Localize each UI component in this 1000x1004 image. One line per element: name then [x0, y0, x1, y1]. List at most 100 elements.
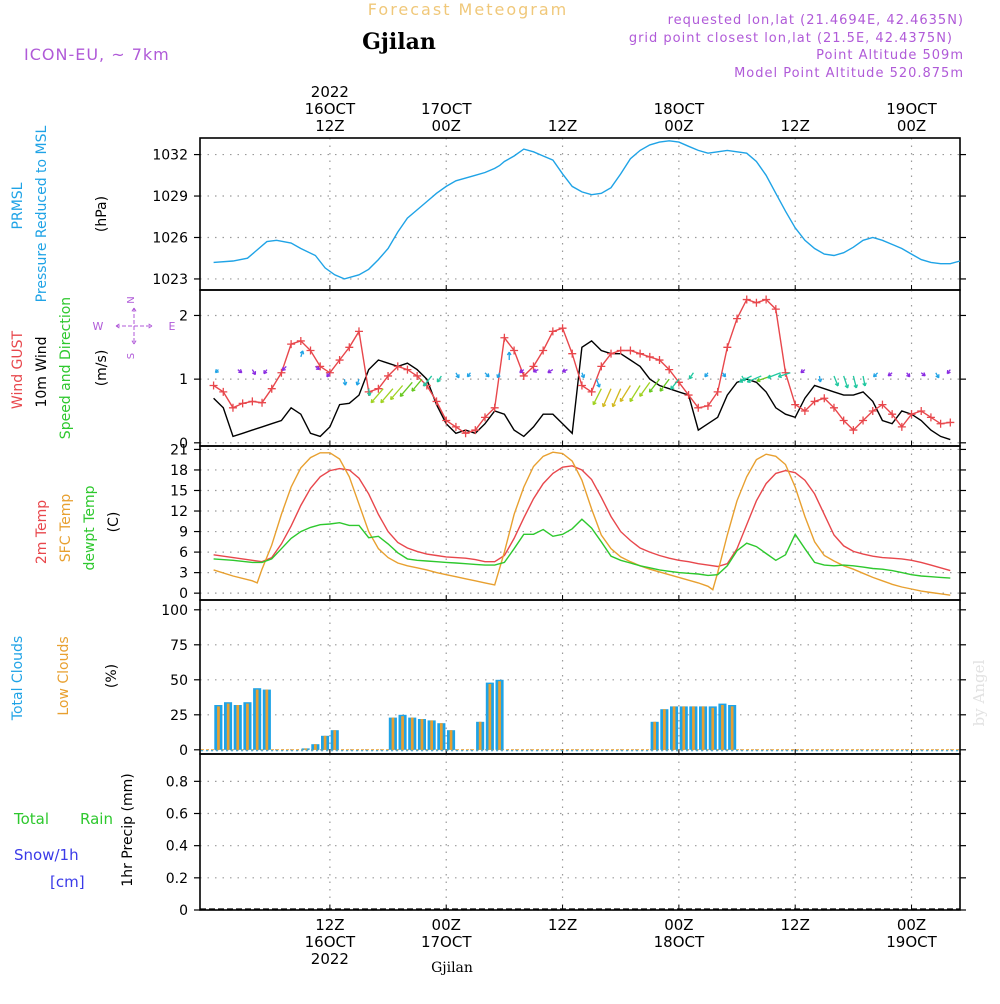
- wind-gust-marker: [413, 371, 422, 380]
- wind-gust-marker: [306, 346, 315, 355]
- wind-direction-arrow: [592, 388, 602, 405]
- wind-unit-label: (m/s): [94, 350, 110, 387]
- wind-gust-marker: [897, 422, 906, 431]
- y-tick-label: 12: [170, 504, 188, 520]
- y-tick-label: 3: [179, 566, 188, 582]
- wind-gust-marker: [713, 387, 722, 396]
- wind-direction-arrow: [648, 378, 661, 393]
- wind-direction-arrow: [843, 375, 849, 389]
- wind-gust-marker: [461, 429, 470, 438]
- low-cloud-bar: [653, 721, 656, 750]
- top-time-label: 16OCT: [305, 100, 356, 118]
- temp-2m-label: 2m Temp: [34, 500, 50, 564]
- wind-gust-marker: [471, 426, 480, 435]
- bottom-time-label: 17OCT: [421, 933, 472, 951]
- wind-direction-arrowhead: [611, 403, 616, 408]
- top-time-label: 12Z: [781, 117, 810, 135]
- low-cloud-bar: [488, 684, 492, 750]
- y-tick-label: 1032: [152, 148, 188, 164]
- wind-gust-marker: [287, 340, 296, 349]
- wind-gust-marker: [481, 413, 489, 422]
- model-label: ICON-EU, ~ 7km: [24, 45, 170, 64]
- y-tick-label: 25: [170, 708, 188, 724]
- bottom-time-label: 00Z: [432, 916, 461, 934]
- temp-2m-line: [213, 465, 951, 572]
- wind-speed-direction-label: Speed and Direction: [58, 297, 74, 439]
- wind-gust-marker: [645, 352, 654, 361]
- wind-direction-arrowhead: [601, 403, 607, 408]
- y-tick-label: 50: [170, 673, 188, 689]
- forecast-title: Forecast Meteogram: [368, 0, 568, 19]
- wind-gust-marker: [432, 397, 441, 406]
- wind-direction-arrowhead: [887, 372, 892, 377]
- temp-unit-label: (C): [106, 512, 122, 533]
- low-cloud-bar: [217, 706, 220, 750]
- top-time-label: 17OCT: [421, 100, 472, 118]
- wind-direction-arrow: [380, 388, 394, 404]
- bottom-time-label: 12Z: [315, 916, 344, 934]
- wind-gust-marker: [558, 324, 567, 333]
- compass-rose-icon: [115, 307, 153, 345]
- low-cloud-bar: [478, 721, 482, 750]
- y-tick-label: 1023: [152, 272, 188, 288]
- wind-gust-marker: [248, 397, 257, 406]
- wind-direction-arrow: [399, 381, 413, 397]
- wind-direction-arrowhead: [506, 351, 512, 356]
- low-cloud-bar: [498, 681, 501, 750]
- clouds-panel-frame: [199, 599, 961, 755]
- y-tick-label: 0: [179, 903, 188, 919]
- y-tick-label: 1029: [152, 189, 188, 205]
- wind-direction-arrow: [612, 388, 622, 407]
- compass-e-label: E: [169, 320, 176, 333]
- wind-gust-marker: [723, 343, 732, 352]
- temp-dewpt-label: dewpt Temp: [82, 485, 98, 570]
- wind-gust-marker: [946, 418, 955, 427]
- low-cloud-bar: [701, 706, 705, 750]
- wind-direction-arrow: [602, 388, 612, 407]
- wind-gust-marker: [820, 394, 829, 403]
- wind-direction-arrow: [852, 375, 857, 389]
- wind-direction-arrowhead: [756, 377, 761, 383]
- wind-gust-marker: [616, 346, 625, 355]
- wind-direction-arrowhead: [862, 382, 867, 387]
- bottom-time-label: 12Z: [781, 916, 810, 934]
- bottom-time-label: 19OCT: [886, 933, 937, 951]
- wind-gust-marker: [442, 416, 451, 425]
- top-time-label: 00Z: [432, 117, 461, 135]
- wind-gust-marker: [752, 298, 761, 307]
- wind-gust-marker: [665, 365, 674, 374]
- wind-gust-marker: [829, 403, 838, 412]
- wind-gust-label: Wind GUST: [10, 330, 26, 409]
- wind-gust-marker: [568, 349, 577, 358]
- wind-direction-arrowhead: [455, 374, 460, 379]
- wind-direction-arrowhead: [853, 384, 859, 389]
- axes-layer: [194, 137, 966, 911]
- clouds-unit-label: (%): [104, 664, 120, 688]
- wind-direction-arrow: [423, 375, 433, 387]
- wind-direction-arrowhead: [355, 381, 361, 386]
- y-tick-label: 0: [179, 586, 188, 602]
- wind-10m-label: 10m Wind: [34, 336, 50, 407]
- wind-gust-marker: [694, 403, 703, 412]
- wind-direction-arrowhead: [629, 397, 634, 403]
- bottom-time-label: 00Z: [664, 916, 693, 934]
- wind-direction-arrowhead: [251, 371, 257, 376]
- wind-gust-marker: [548, 327, 557, 336]
- precip-unit-label: 1hr Precip (mm): [120, 773, 136, 886]
- wind-gust-marker: [917, 406, 926, 415]
- wind-direction-arrowhead: [722, 373, 727, 378]
- y-tick-label: 15: [170, 483, 188, 499]
- wind-gust-marker: [888, 410, 897, 419]
- wind-gust-marker: [859, 416, 868, 425]
- low-cloud-bar: [391, 717, 395, 750]
- y-tick-label: 18: [170, 463, 188, 479]
- wind-direction-arrowhead: [688, 375, 693, 380]
- y-tick-label: 9: [179, 525, 188, 541]
- wind-direction-arrowhead: [648, 388, 653, 393]
- wind-direction-arrowhead: [436, 378, 441, 383]
- low-cloud-bar: [410, 717, 414, 750]
- wind-direction-arrowhead: [496, 374, 501, 379]
- grid-point-coords: grid point closest lon,lat (21.5E, 42.43…: [629, 31, 953, 46]
- total-rain-label-2: Rain: [80, 810, 113, 828]
